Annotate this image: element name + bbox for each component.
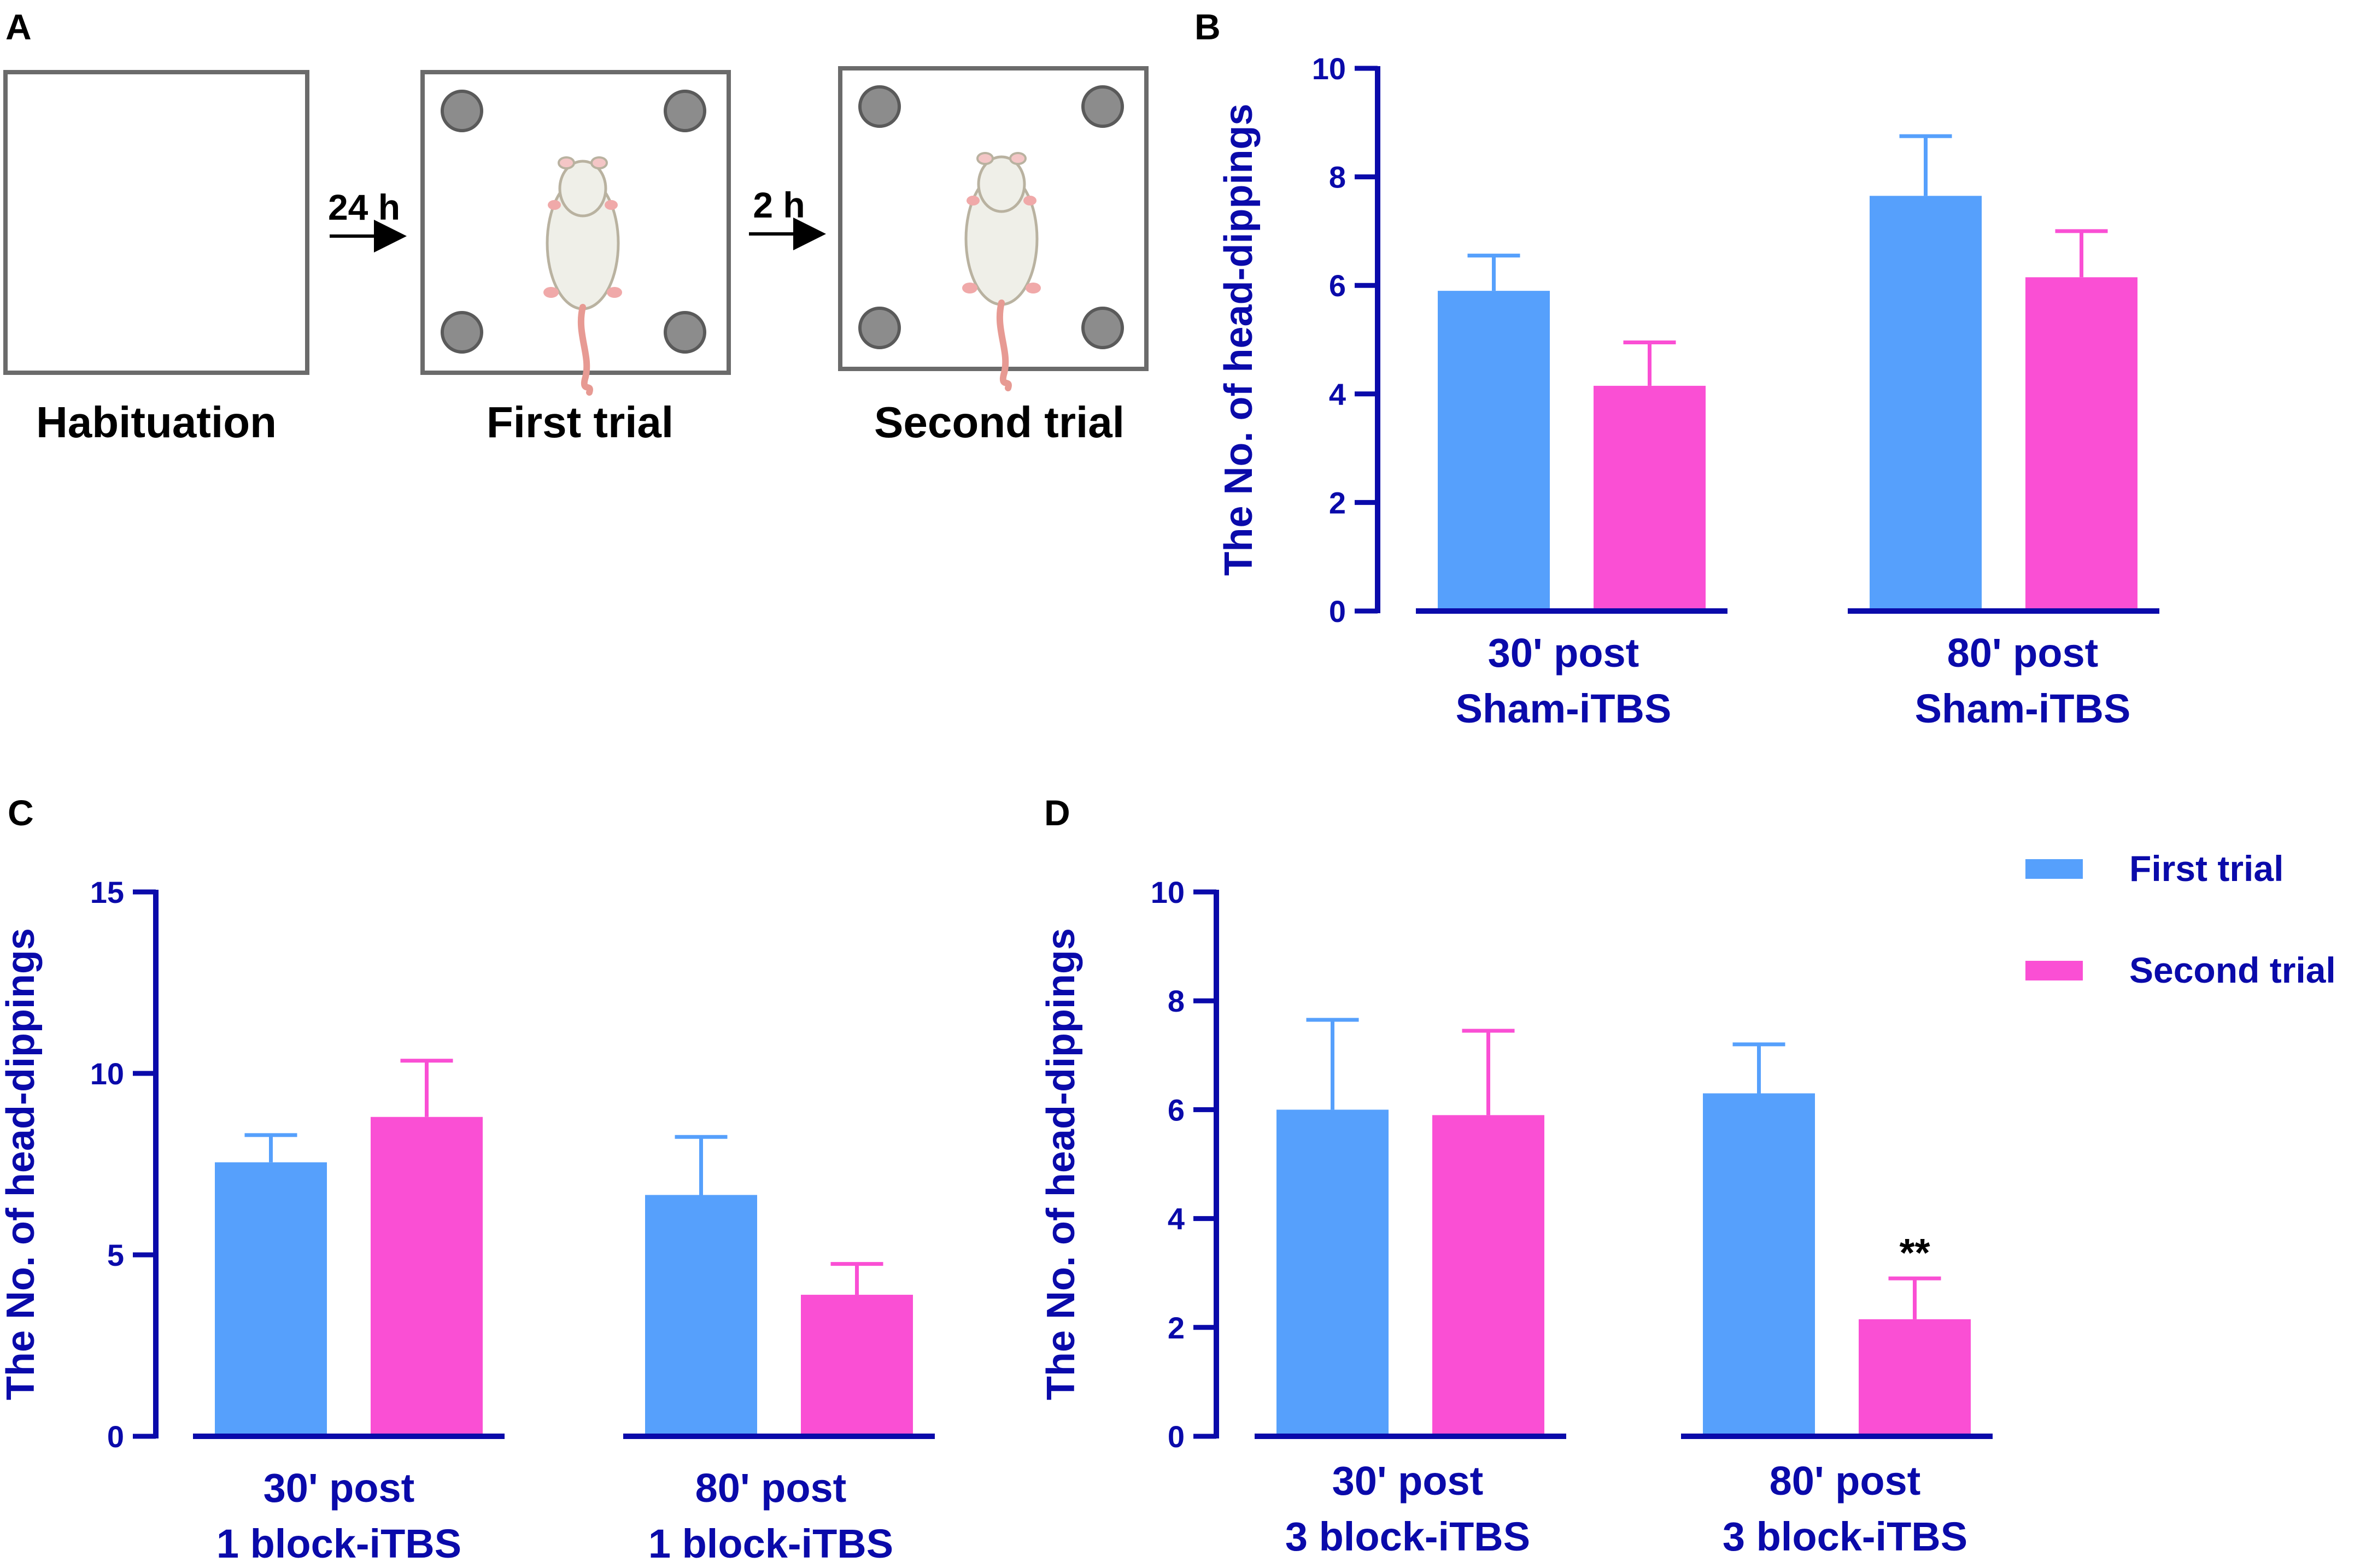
bar-first-trial — [1276, 1109, 1389, 1436]
legend-swatch-first-trial — [2025, 859, 2083, 879]
bar-first-trial — [1438, 291, 1550, 611]
bar-second-trial — [371, 1117, 483, 1436]
stage-label-second-trial: Second trial — [874, 398, 1125, 447]
x-category-label: 1 block-iTBS — [648, 1521, 893, 1566]
legend-swatch-second-trial — [2025, 961, 2083, 980]
y-tick-label: 10 — [90, 1056, 124, 1091]
x-category-label: 80' post — [695, 1465, 847, 1511]
x-category-label: 3 block-iTBS — [1723, 1514, 1967, 1559]
y-tick-label: 4 — [1168, 1202, 1185, 1236]
x-category-label: 3 block-iTBS — [1285, 1514, 1530, 1559]
y-tick-label: 10 — [1312, 51, 1346, 86]
habituation-box-icon — [3, 70, 309, 375]
legend-label-first-trial: First trial — [2129, 848, 2283, 889]
hole-icon — [664, 90, 706, 132]
y-tick-label: 10 — [1151, 875, 1185, 909]
y-tick-label: 8 — [1329, 160, 1346, 195]
bar-second-trial — [801, 1295, 913, 1436]
panel-a: A Habituation 24 h F — [3, 7, 1149, 447]
bar-second-trial — [2025, 277, 2137, 611]
second-trial-box-icon — [838, 66, 1149, 391]
significance-label: ** — [1899, 1231, 1930, 1275]
bar-second-trial — [1859, 1319, 1971, 1436]
y-tick-label: 6 — [1168, 1093, 1185, 1127]
legend-label-second-trial: Second trial — [2129, 950, 2336, 990]
panel-letter-c: C — [8, 792, 34, 833]
legend: First trial Second trial — [2025, 848, 2336, 990]
hole-icon — [858, 307, 901, 349]
panel-letter-a: A — [5, 7, 32, 47]
y-tick-label: 15 — [90, 875, 124, 909]
y-tick-label: 0 — [1329, 594, 1346, 629]
x-category-label: 80' post — [1770, 1458, 1921, 1504]
rat-icon — [543, 156, 622, 396]
y-axis-title: The No. of head-dippings — [1039, 928, 1083, 1400]
y-tick-label: 6 — [1329, 268, 1346, 303]
y-tick-label: 2 — [1329, 485, 1346, 520]
hole-icon — [858, 85, 901, 128]
x-category-label: 30' post — [1488, 630, 1639, 676]
y-axis-title: The No. of head-dippings — [1217, 104, 1261, 576]
panel-letter-d: D — [1044, 792, 1070, 833]
x-category-label: Sham-iTBS — [1456, 686, 1672, 731]
stage-label-first-trial: First trial — [487, 398, 674, 447]
hole-icon — [441, 311, 483, 354]
y-tick-label: 2 — [1168, 1311, 1185, 1345]
bar-first-trial — [1870, 196, 1982, 612]
x-category-label: 1 block-iTBS — [216, 1521, 461, 1566]
stage-label-habituation: Habituation — [36, 398, 277, 447]
x-category-label: 80' post — [1947, 630, 2099, 676]
hole-icon — [664, 311, 706, 354]
chart-panel-b: 0 2 4 6 8 10 The No. of head-dippings 30' post S… — [1217, 51, 2159, 731]
y-tick-label: 4 — [1329, 377, 1346, 412]
bar-second-trial — [1432, 1115, 1544, 1436]
y-axis-title: The No. of head-dippings — [0, 928, 43, 1400]
y-tick-label: 8 — [1168, 984, 1185, 1018]
chart-panel-c: 0 5 10 15 The No. of head-dippings 30' post 1 … — [0, 875, 935, 1566]
y-tick-label: 0 — [1168, 1419, 1185, 1454]
arrow-label-2h: 2 h — [753, 185, 805, 225]
rat-icon — [962, 152, 1041, 391]
x-category-label: Sham-iTBS — [1915, 686, 2131, 731]
hole-icon — [1081, 85, 1124, 128]
hole-icon — [441, 90, 483, 132]
bar-first-trial — [1703, 1093, 1815, 1436]
bar-first-trial — [215, 1162, 327, 1436]
first-trial-box-icon — [420, 70, 731, 396]
x-category-label: 30' post — [263, 1465, 415, 1511]
hole-icon — [1081, 307, 1124, 349]
y-tick-label: 0 — [107, 1419, 124, 1454]
bar-second-trial — [1594, 385, 1706, 611]
y-tick-label: 5 — [107, 1238, 124, 1272]
arrow-label-24h: 24 h — [328, 187, 400, 227]
panel-letter-b: B — [1194, 7, 1221, 47]
x-category-label: 30' post — [1332, 1458, 1484, 1504]
bar-first-trial — [645, 1195, 757, 1436]
chart-panel-d: 0 2 4 6 8 10 The No. of head-dippings 30' post 3… — [1039, 875, 1993, 1559]
